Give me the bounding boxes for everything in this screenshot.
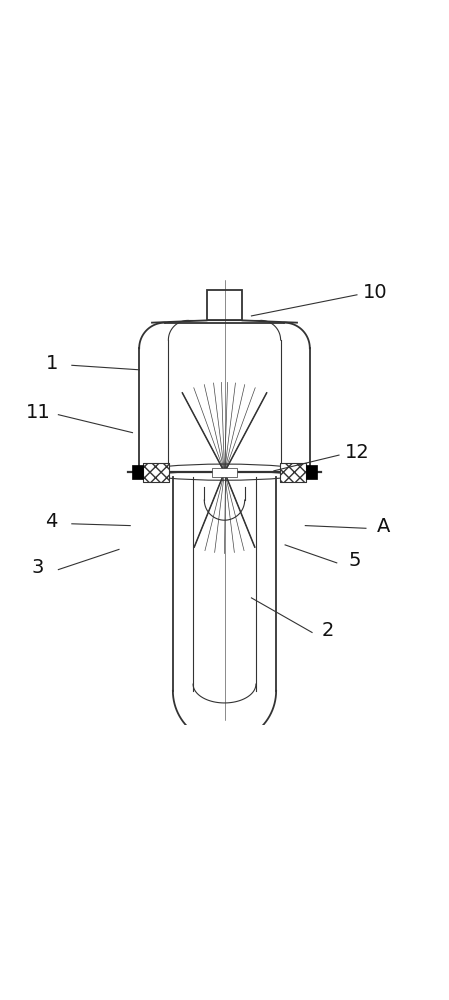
Text: 2: 2: [321, 621, 334, 640]
Text: 1: 1: [45, 354, 58, 373]
Text: 4: 4: [45, 512, 58, 531]
Text: 3: 3: [32, 558, 44, 577]
Bar: [306, 465, 317, 479]
Bar: [207, 290, 242, 320]
Text: A: A: [377, 517, 391, 536]
Text: 10: 10: [363, 283, 387, 302]
Text: 11: 11: [26, 403, 51, 422]
Bar: [212, 468, 237, 477]
Bar: [143, 463, 169, 482]
Bar: [280, 463, 306, 482]
Bar: [143, 463, 169, 482]
Bar: [280, 463, 306, 482]
Bar: [132, 465, 143, 479]
Text: 12: 12: [344, 443, 370, 462]
Text: 5: 5: [348, 551, 361, 570]
